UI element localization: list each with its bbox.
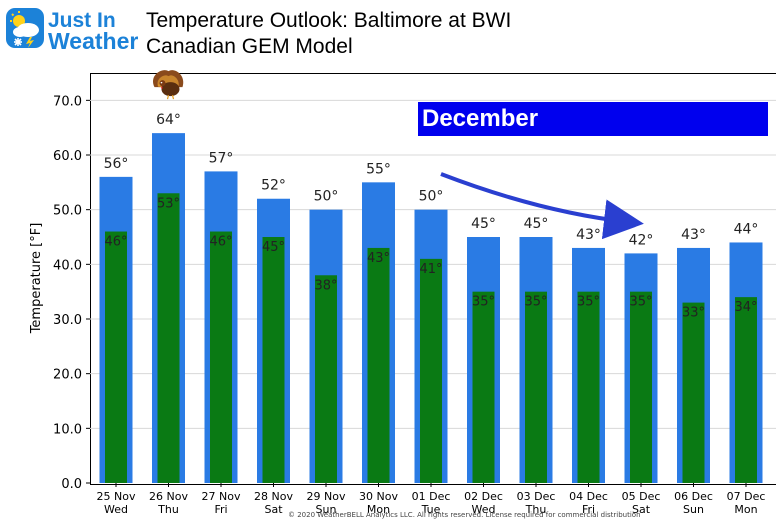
high-temp-label: 45° [471, 216, 496, 232]
low-temp-bar [315, 275, 337, 483]
low-temp-bar [735, 297, 757, 483]
high-temp-label: 50° [314, 189, 339, 205]
chart-title: Temperature Outlook: Baltimore at BWI [146, 9, 512, 32]
y-tick-label: 70.0 [53, 94, 82, 109]
high-temp-label: 44° [734, 221, 759, 237]
high-temp-label: 52° [261, 178, 286, 194]
sun-cloud-snowflake-icon [6, 8, 44, 48]
month-banner: December [418, 102, 768, 136]
x-tick-label-date: 27 Nov [202, 490, 241, 503]
y-tick-label: 60.0 [53, 149, 82, 164]
x-tick-label-weekday: Thu [525, 503, 547, 516]
x-tick-label-date: 29 Nov [307, 490, 346, 503]
y-axis-label: Temperature [°F] [29, 223, 44, 335]
low-temp-label: 35° [629, 295, 652, 310]
low-temp-bar [525, 291, 547, 483]
y-tick-label: 50.0 [53, 204, 82, 219]
trend-arrow [440, 172, 644, 240]
low-temp-label: 43° [367, 251, 390, 266]
turkey-icon [153, 70, 184, 100]
low-temp-bar [682, 302, 705, 483]
x-tick-label-weekday: Mon [734, 503, 757, 516]
high-temp-label: 43° [576, 227, 601, 243]
low-temp-label: 38° [314, 278, 337, 293]
low-temp-bar [157, 193, 180, 483]
high-temp-label: 45° [524, 216, 549, 232]
x-tick-label-date: 02 Dec [464, 490, 503, 503]
high-temp-label: 64° [156, 112, 181, 128]
x-tick-label-date: 06 Dec [674, 490, 713, 503]
x-tick-label-date: 07 Dec [727, 490, 766, 503]
low-temp-bar [420, 258, 442, 483]
low-temp-label: 53° [157, 196, 180, 211]
x-tick-label-weekday: Sun [683, 503, 704, 516]
x-tick-label-weekday: Thu [157, 503, 179, 516]
high-temp-label: 57° [209, 150, 234, 166]
x-tick-label-date: 25 Nov [97, 490, 136, 503]
x-tick-label-date: 30 Nov [359, 490, 398, 503]
logo-text-line2: Weather [48, 28, 139, 54]
y-tick-label: 20.0 [53, 368, 82, 383]
y-tick-label: 40.0 [53, 258, 82, 273]
copyright-notice: © 2020 WeatherBELL Analytics LLC. All ri… [288, 511, 641, 519]
low-temp-label: 35° [472, 295, 495, 310]
high-temp-label: 56° [104, 156, 129, 172]
chart-subtitle: Canadian GEM Model [146, 35, 353, 58]
low-temp-label: 46° [104, 235, 127, 250]
x-tick-label-weekday: Sun [316, 503, 337, 516]
x-tick-label-date: 05 Dec [622, 490, 661, 503]
x-tick-label-weekday: Tue [421, 503, 441, 516]
high-temp-label: 42° [629, 232, 654, 248]
low-temp-label: 45° [262, 240, 285, 255]
low-temp-bar [262, 237, 285, 483]
logo-text-line1: Just In [48, 9, 116, 32]
low-temp-label: 35° [524, 295, 547, 310]
low-temp-bar [210, 231, 232, 483]
high-temp-label: 43° [681, 227, 706, 243]
x-tick-label-weekday: Fri [582, 503, 595, 516]
low-temp-bar [105, 231, 127, 483]
x-tick-label-weekday: Mon [367, 503, 390, 516]
high-temp-label: 50° [419, 189, 444, 205]
high-temp-label: 55° [366, 161, 391, 177]
y-tick-label: 0.0 [61, 477, 82, 492]
low-temp-label: 34° [734, 300, 757, 315]
x-tick-label-date: 28 Nov [254, 490, 293, 503]
x-tick-label-weekday: Wed [104, 503, 128, 516]
x-tick-label-date: 26 Nov [149, 490, 188, 503]
low-temp-bar [630, 291, 652, 483]
low-temp-label: 33° [682, 306, 705, 321]
x-tick-label-date: 01 Dec [412, 490, 451, 503]
low-temp-label: 35° [577, 295, 600, 310]
x-tick-label-weekday: Sat [264, 503, 283, 516]
x-tick-label-weekday: Fri [214, 503, 227, 516]
low-temp-label: 41° [419, 262, 442, 277]
low-temp-bar [472, 291, 495, 483]
y-tick-label: 10.0 [53, 422, 82, 437]
y-tick-label: 30.0 [53, 313, 82, 328]
low-temp-bar [367, 247, 390, 483]
x-tick-label-date: 04 Dec [569, 490, 608, 503]
logo: Just In Weather [6, 6, 142, 54]
x-tick-label-weekday: Sat [632, 503, 651, 516]
x-tick-label-weekday: Wed [472, 503, 496, 516]
low-temp-bar [577, 291, 600, 483]
low-temp-label: 46° [209, 235, 232, 250]
x-tick-label-date: 03 Dec [517, 490, 556, 503]
